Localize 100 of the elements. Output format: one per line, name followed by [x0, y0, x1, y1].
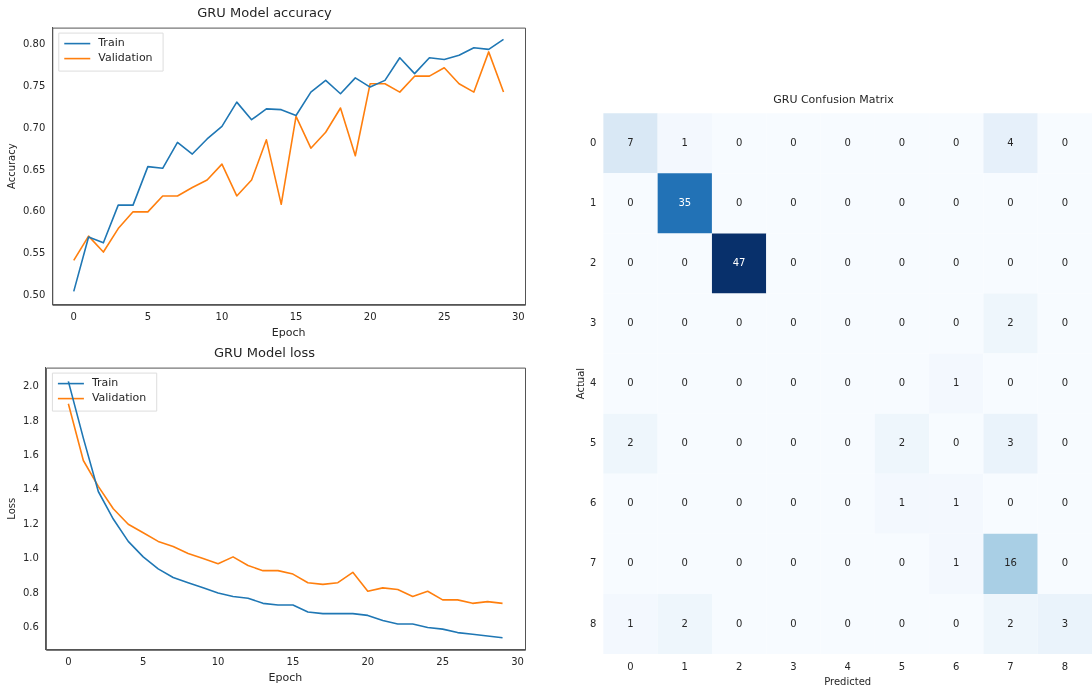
data-label: 0 — [898, 136, 906, 148]
data-label: 0 — [844, 377, 851, 389]
data-label: 0 — [735, 196, 743, 208]
data-label: 35 — [678, 196, 692, 208]
data-label: 0 — [953, 136, 960, 148]
y-tick-label: 1.8 — [23, 414, 39, 426]
data-label: 0 — [790, 557, 797, 569]
legend-label: Validation — [91, 391, 147, 405]
data-label: 0 — [735, 437, 743, 449]
data-label: 0 — [681, 557, 688, 569]
data-label: 3 — [1061, 617, 1069, 629]
data-label: 0 — [790, 196, 797, 208]
data-label: 0 — [627, 257, 634, 269]
data-label: 0 — [1061, 497, 1069, 509]
y-tick-label: 5 — [589, 437, 597, 449]
data-label: 0 — [844, 497, 851, 509]
chart-title: GRU Model accuracy — [197, 5, 333, 21]
data-label: 4 — [1007, 136, 1014, 148]
data-label: 0 — [790, 377, 797, 389]
data-label: 47 — [732, 257, 746, 269]
data-label: 0 — [844, 136, 851, 148]
data-label: 2 — [1007, 617, 1014, 629]
data-label: 0 — [1061, 557, 1069, 569]
y-tick-label: 0.8 — [23, 586, 39, 598]
data-label: 3 — [1007, 437, 1014, 449]
data-label: 0 — [1061, 377, 1069, 389]
y-tick-label: 0.70 — [23, 121, 46, 133]
data-label: 0 — [898, 196, 906, 208]
x-tick-label: 10 — [215, 311, 229, 323]
y-tick-label: 0.50 — [23, 289, 46, 301]
data-label: 0 — [898, 617, 906, 629]
x-tick-label: 20 — [363, 311, 377, 323]
data-label: 1 — [627, 617, 634, 629]
data-label: 0 — [735, 617, 743, 629]
x-tick-label: 0 — [627, 660, 634, 672]
data-label: 16 — [1004, 557, 1017, 569]
chart-title: GRU Confusion Matrix — [773, 93, 895, 107]
data-label: 0 — [627, 497, 634, 509]
data-label: 0 — [1007, 257, 1014, 269]
data-label: 0 — [790, 497, 797, 509]
x-tick-label: 7 — [1007, 660, 1014, 672]
y-tick-label: 1.0 — [23, 552, 39, 564]
data-label: 0 — [735, 557, 743, 569]
data-label: 1 — [898, 497, 906, 509]
data-label: 0 — [627, 377, 634, 389]
y-tick-label: 0 — [589, 136, 597, 148]
data-label: 0 — [953, 196, 960, 208]
x-axis-title: Epoch — [268, 671, 303, 685]
data-label: 0 — [790, 617, 797, 629]
x-tick-label: 5 — [140, 656, 147, 668]
y-tick-label: 0.55 — [23, 247, 46, 259]
data-label: 0 — [844, 196, 851, 208]
data-label: 0 — [844, 257, 851, 269]
data-label: 0 — [953, 617, 960, 629]
data-label: 1 — [953, 557, 960, 569]
x-tick-label: 25 — [437, 311, 451, 323]
y-tick-label: 1 — [589, 196, 597, 208]
x-axis-title: Predicted — [824, 675, 872, 687]
y-axis-title: Loss — [5, 497, 17, 520]
data-label: 1 — [953, 497, 960, 509]
x-tick-label: 0 — [70, 311, 77, 323]
data-label: 0 — [844, 617, 851, 629]
data-label: 0 — [1061, 437, 1069, 449]
data-label: 0 — [1061, 136, 1069, 148]
x-tick-label: 25 — [436, 656, 450, 668]
x-tick-label: 30 — [511, 311, 525, 323]
y-tick-label: 2 — [589, 257, 597, 269]
data-label: 0 — [898, 557, 906, 569]
y-axis-title: Accuracy — [5, 143, 17, 190]
y-tick-label: 1.4 — [23, 483, 39, 495]
x-tick-label: 15 — [286, 656, 300, 668]
data-label: 1 — [953, 377, 960, 389]
x-tick-label: 3 — [790, 660, 797, 672]
data-label: 0 — [681, 497, 688, 509]
data-label: 0 — [627, 557, 634, 569]
y-tick-label: 2.0 — [23, 380, 39, 392]
x-tick-label: 8 — [1061, 660, 1069, 672]
x-tick-label: 1 — [681, 660, 688, 672]
data-label: 1 — [681, 136, 688, 148]
data-label: 0 — [898, 377, 906, 389]
x-tick-label: 10 — [211, 656, 225, 668]
x-tick-label: 30 — [511, 656, 524, 668]
y-tick-label: 0.6 — [23, 621, 39, 633]
y-tick-label: 0.80 — [23, 37, 46, 49]
x-tick-label: 4 — [844, 660, 851, 672]
data-label: 0 — [790, 136, 797, 148]
data-label: 0 — [790, 437, 797, 449]
x-tick-label: 15 — [289, 311, 303, 323]
y-tick-label: 0.60 — [23, 205, 46, 217]
data-label: 7 — [627, 136, 634, 148]
data-label: 0 — [735, 377, 743, 389]
y-tick-label: 6 — [589, 497, 597, 509]
x-tick-label: 0 — [65, 656, 72, 668]
data-label: 0 — [681, 437, 688, 449]
legend-label: Train — [97, 36, 125, 50]
data-label: 0 — [844, 557, 851, 569]
data-label: 0 — [790, 257, 797, 269]
data-label: 0 — [681, 377, 688, 389]
data-label: 0 — [844, 437, 851, 449]
data-label: 0 — [627, 196, 634, 208]
